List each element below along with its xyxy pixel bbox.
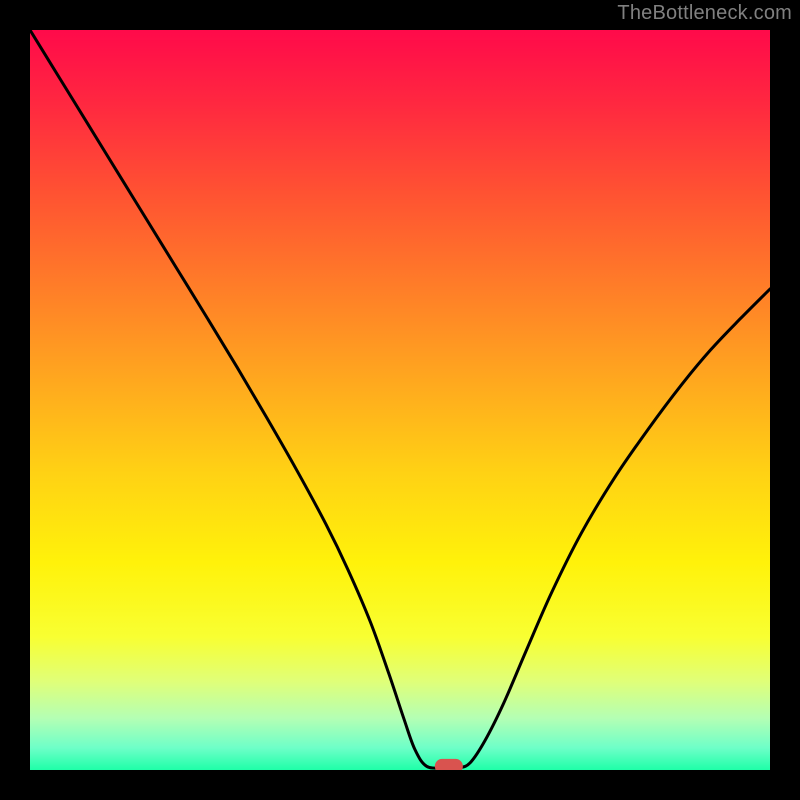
plot-background (30, 30, 770, 770)
watermark-text: TheBottleneck.com (617, 2, 792, 25)
bottleneck-marker (435, 759, 463, 770)
bottleneck-chart (30, 30, 770, 770)
chart-frame: TheBottleneck.com (0, 0, 800, 800)
